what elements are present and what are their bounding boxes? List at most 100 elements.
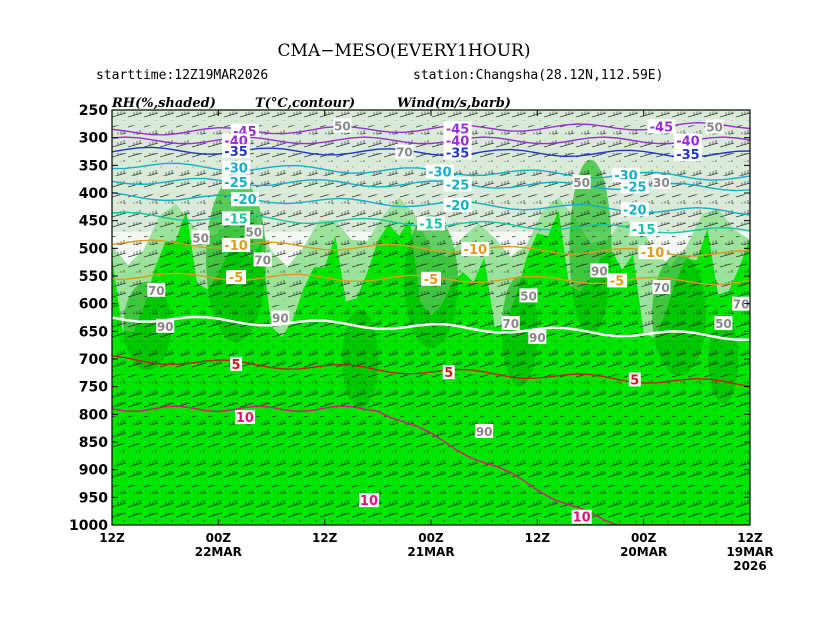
contour-label-bg xyxy=(222,160,251,175)
contour-label: -15 xyxy=(419,217,443,232)
x-tick-label: 12Z xyxy=(99,531,125,545)
barb-row xyxy=(112,111,750,121)
contour-label-bg xyxy=(417,216,445,231)
contour-line xyxy=(112,136,750,145)
rh-label: 90 xyxy=(529,331,546,345)
y-tick-label: 1000 xyxy=(69,518,108,534)
contour--15: -15 -15 -15 xyxy=(112,211,750,238)
x-tick-label: 12Z xyxy=(312,531,338,545)
x-tick-year: 2026 xyxy=(733,559,766,573)
contour-label-bg xyxy=(222,211,251,226)
contour-label: -10 xyxy=(224,239,248,254)
contour-label-bg xyxy=(673,146,702,161)
rh-label: 70 xyxy=(148,284,165,298)
barb-row xyxy=(112,429,750,439)
contour-label: -10 xyxy=(641,246,665,261)
contour-label: -15 xyxy=(632,223,656,238)
rh-label-bg xyxy=(519,288,538,303)
temperature-contours: -45 -45 -45-40 -40 -40-35 -35 -35-30 -30 -30-25-… xyxy=(112,119,750,525)
legend-wind: Wind(m/s,barb) xyxy=(397,96,511,111)
contour-label: -20 xyxy=(233,193,257,208)
y-tick-label: 650 xyxy=(79,324,108,340)
contour-label: -20 xyxy=(446,199,470,214)
contour-label: -35 xyxy=(446,146,470,161)
barb-row xyxy=(112,346,750,356)
rh-label-bg xyxy=(244,224,263,239)
contour-label-bg xyxy=(222,237,251,252)
contour-label-bg xyxy=(443,145,472,160)
y-axis: 2503003504004505005506006507007508008509… xyxy=(69,103,750,534)
barb-row xyxy=(112,512,750,522)
contour-label-bg xyxy=(443,177,472,192)
contour-label-bg xyxy=(638,245,667,260)
rh-label-bg xyxy=(714,316,733,331)
contour-label-bg xyxy=(222,175,251,190)
contour-label: -20 xyxy=(623,203,647,218)
barb-row xyxy=(112,402,750,412)
contour-label-bg xyxy=(673,133,702,148)
rh-label-bg xyxy=(191,230,210,245)
contour-label-bg xyxy=(571,509,592,524)
rh-label: 70 xyxy=(396,146,413,160)
x-tick-date: 20MAR xyxy=(620,545,667,559)
contour-label: 5 xyxy=(232,358,241,373)
x-tick-label: 12Z xyxy=(525,531,551,545)
rh-label-bg xyxy=(333,118,352,133)
contour-label: 5 xyxy=(444,366,453,381)
start-time: starttime:12Z19MAR2026 xyxy=(96,68,268,83)
barb-row xyxy=(112,415,750,425)
y-tick-label: 550 xyxy=(79,269,108,285)
rh-label-bg xyxy=(652,280,671,295)
contour-label-bg xyxy=(226,270,247,285)
barb-row xyxy=(112,471,750,481)
barb-row xyxy=(112,360,750,370)
x-tick-label: 00Z xyxy=(206,531,232,545)
contour-label-bg xyxy=(620,202,649,217)
contour-10: 10 10 10 xyxy=(112,405,750,525)
contour-label: -25 xyxy=(623,180,647,195)
rh-label-bg xyxy=(528,329,547,344)
barb-row xyxy=(112,332,750,342)
barb-row xyxy=(112,263,750,273)
plot-area: -45 -45 -45-40 -40 -40-35 -35 -35-30 -30 -30-25-… xyxy=(112,110,750,525)
rh-label-bg xyxy=(156,318,175,333)
contour-label: -5 xyxy=(229,271,243,286)
y-tick-label: 850 xyxy=(79,435,108,451)
y-tick-label: 800 xyxy=(79,407,108,423)
barb-row xyxy=(112,153,750,163)
x-tick-date: 19MAR xyxy=(726,545,773,559)
rh-label: 70 xyxy=(502,317,519,331)
barb-row xyxy=(112,388,750,398)
contour-5: 5 5 5 xyxy=(112,355,750,388)
rh-label: 50 xyxy=(245,226,262,240)
rh-label-bg xyxy=(652,174,671,189)
rh-label: 50 xyxy=(334,119,351,133)
contour-label-bg xyxy=(443,197,472,212)
rh-label: 50 xyxy=(715,317,732,331)
contour-label-bg xyxy=(442,365,455,380)
rh-label: 90 xyxy=(272,312,289,326)
barb-row xyxy=(112,374,750,384)
y-tick-label: 750 xyxy=(79,380,108,396)
barb-row xyxy=(112,443,750,453)
barb-row xyxy=(112,236,750,246)
contour-label: -5 xyxy=(610,274,624,289)
contour-label-bg xyxy=(629,221,658,236)
contour-label: -40 xyxy=(676,134,700,149)
contour-label: -25 xyxy=(446,178,470,193)
rh-label: 50 xyxy=(573,176,590,190)
contour--5: -5 -5 -5 xyxy=(112,270,750,289)
contour-label-bg xyxy=(647,119,676,134)
contour-label: 10 xyxy=(236,411,254,426)
contour-label-bg xyxy=(461,242,490,257)
rh-label-bg xyxy=(501,316,520,331)
contour--25: -25 -25 -25 xyxy=(112,175,750,195)
rh-label: 50 xyxy=(192,231,209,245)
barb-row xyxy=(112,485,750,495)
contour-line xyxy=(112,146,750,158)
contour-label: -5 xyxy=(424,273,438,288)
contour--45: -45 -45 -45 xyxy=(112,119,750,140)
